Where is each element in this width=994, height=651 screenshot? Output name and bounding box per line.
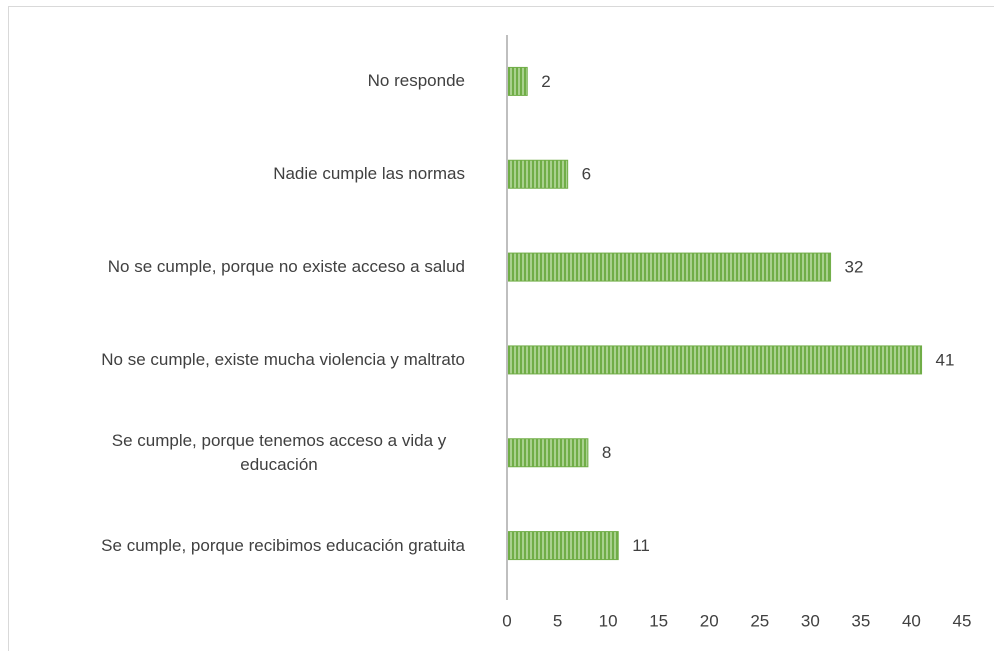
- category-label: Se cumple, porque recibimos educación gr…: [7, 534, 487, 558]
- data-label: 32: [845, 258, 864, 277]
- bar: [506, 66, 528, 96]
- x-tick-label: 15: [649, 611, 668, 630]
- category-text: No se cumple, existe mucha violencia y m…: [101, 349, 465, 369]
- data-label: 2: [541, 72, 550, 91]
- data-label: 8: [602, 443, 611, 462]
- category-text: Se cumple, porque recibimos educación gr…: [101, 535, 465, 555]
- category-label: Nadie cumple las normas: [7, 162, 487, 186]
- data-label: 41: [936, 350, 955, 369]
- bar: [506, 159, 569, 189]
- data-label: 11: [632, 536, 650, 555]
- category-label: No se cumple, porque no existe acceso a …: [7, 255, 487, 279]
- bar: [506, 531, 619, 561]
- category-label: No se cumple, existe mucha violencia y m…: [7, 348, 487, 372]
- category-text: Nadie cumple las normas: [273, 164, 465, 184]
- x-tick-label: 35: [851, 611, 870, 630]
- category-text: Se cumple, porque tenemos acceso a vida …: [111, 430, 447, 474]
- x-tick-label: 10: [599, 611, 618, 630]
- category-text: No responde: [367, 71, 465, 91]
- x-tick-label: 20: [700, 611, 719, 630]
- x-tick-label: 25: [750, 611, 769, 630]
- category-text: No se cumple, porque no existe acceso a …: [107, 257, 465, 277]
- data-label: 6: [582, 165, 591, 184]
- chart-frame: [8, 6, 994, 651]
- category-label: No responde: [7, 69, 487, 93]
- category-label: Se cumple, porque tenemos acceso a vida …: [7, 429, 487, 477]
- bar: [506, 345, 923, 375]
- x-tick-label: 45: [953, 611, 972, 630]
- x-tick-label: 0: [502, 611, 511, 630]
- x-tick-label: 40: [902, 611, 921, 630]
- bar: [506, 252, 832, 282]
- x-tick-label: 30: [801, 611, 820, 630]
- bar: [506, 438, 589, 468]
- x-tick-label: 5: [553, 611, 562, 630]
